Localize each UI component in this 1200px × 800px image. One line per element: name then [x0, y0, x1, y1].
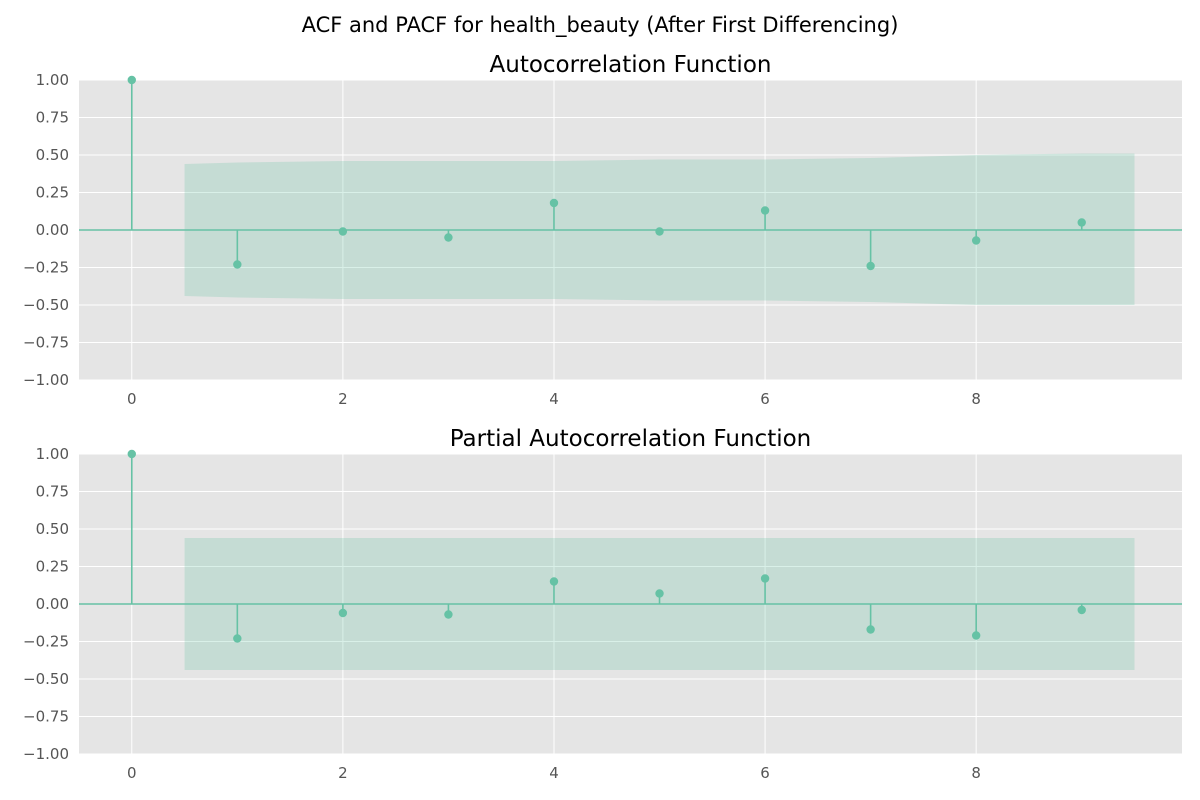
- pacf-panel: 1.00 0.75 0.50 0.25 0.00 −0.25 −0.50 −0.75 −1.00…: [23, 426, 1182, 782]
- pacf-title: Partial Autocorrelation Function: [450, 426, 812, 452]
- acf-panel: 1.00 0.75 0.50 0.25 0.00 −0.25 −0.50 −0.75 −1.00…: [23, 52, 1182, 408]
- pacf-y-tick-label: −0.75: [23, 708, 69, 726]
- acf-marker-lag-7: [866, 261, 875, 271]
- acf-y-tick-label: −1.00: [23, 371, 69, 389]
- acf-marker-lag-5: [655, 227, 664, 236]
- acf-y-tick-label: −0.25: [23, 259, 69, 277]
- acf-y-tick-label: 1.00: [36, 71, 69, 89]
- acf-title: Autocorrelation Function: [490, 52, 772, 78]
- acf-x-tick-label: 4: [549, 390, 559, 408]
- figure-title: ACF and PACF for health_beauty (After Fi…: [302, 13, 899, 38]
- acf-marker-lag-8: [971, 236, 981, 245]
- acf-marker-lag-1: [233, 260, 242, 269]
- acf-y-tick-label: −0.75: [23, 334, 69, 352]
- acf-y-tick-label: 0.25: [36, 184, 69, 202]
- acf-y-tick-label: 0.75: [36, 109, 69, 127]
- acf-marker-lag-3: [444, 233, 453, 242]
- pacf-x-tick-label: 0: [127, 764, 137, 782]
- acf-x-tick-label: 8: [971, 390, 981, 408]
- pacf-marker-lag-2: [338, 608, 348, 618]
- pacf-y-tick-label: 0.75: [36, 483, 69, 501]
- acf-x-tick-label: 6: [760, 390, 770, 408]
- pacf-x-tick-label: 8: [971, 764, 981, 782]
- acf-marker-lag-0: [127, 75, 136, 85]
- pacf-x-tick-label: 6: [760, 764, 770, 782]
- acf-x-tick-label: 0: [127, 390, 137, 408]
- acf-y-tick-label: −0.50: [23, 296, 69, 314]
- pacf-y-tick-label: −0.50: [23, 670, 69, 688]
- pacf-x-tick-label: 4: [549, 764, 559, 782]
- pacf-marker-lag-4: [549, 577, 559, 586]
- acf-marker-lag-2: [338, 227, 348, 236]
- pacf-y-tick-label: 1.00: [36, 445, 69, 463]
- pacf-x-tick-label: 2: [338, 764, 348, 782]
- pacf-marker-lag-0: [127, 449, 136, 459]
- pacf-y-tick-label: −0.25: [23, 633, 69, 651]
- pacf-marker-lag-6: [760, 574, 770, 583]
- acf-y-tick-label: 0.00: [36, 221, 69, 239]
- acf-marker-lag-4: [549, 198, 559, 208]
- pacf-y-tick-label: 0.25: [36, 558, 69, 576]
- acf-y-tick-label: 0.50: [36, 146, 69, 164]
- pacf-y-tick-label: 0.50: [36, 520, 69, 538]
- pacf-marker-lag-8: [971, 631, 981, 640]
- pacf-marker-lag-9: [1077, 605, 1086, 615]
- acf-x-tick-label: 2: [338, 390, 348, 408]
- pacf-y-tick-label: −1.00: [23, 745, 69, 763]
- pacf-marker-lag-7: [866, 625, 875, 634]
- pacf-y-tick-label: 0.00: [36, 595, 69, 613]
- pacf-marker-lag-3: [444, 610, 453, 619]
- pacf-marker-lag-1: [233, 634, 242, 643]
- acf-marker-lag-6: [760, 206, 770, 215]
- acf-marker-lag-9: [1077, 218, 1086, 227]
- pacf-marker-lag-5: [655, 589, 664, 598]
